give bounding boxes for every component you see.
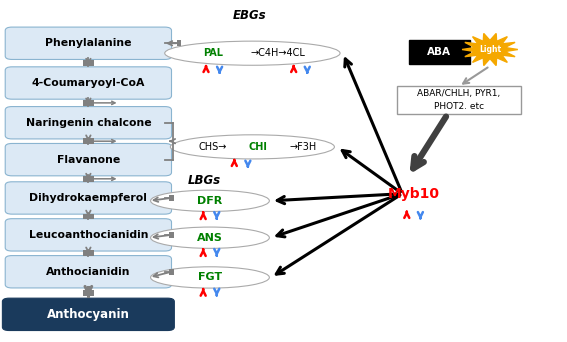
FancyBboxPatch shape	[169, 232, 174, 238]
Text: Leucoanthocianidin: Leucoanthocianidin	[28, 230, 148, 240]
Text: Phenylalanine: Phenylalanine	[45, 38, 132, 48]
FancyBboxPatch shape	[2, 298, 174, 330]
FancyBboxPatch shape	[5, 182, 171, 214]
FancyBboxPatch shape	[83, 176, 94, 182]
Text: Anthocyanin: Anthocyanin	[47, 308, 130, 321]
FancyBboxPatch shape	[397, 86, 521, 114]
FancyBboxPatch shape	[5, 143, 171, 176]
FancyBboxPatch shape	[5, 67, 171, 99]
Text: Dihydrokaempferol: Dihydrokaempferol	[29, 193, 147, 203]
Polygon shape	[462, 34, 518, 66]
Text: EBGs: EBGs	[232, 9, 266, 22]
FancyBboxPatch shape	[176, 40, 181, 47]
Text: Naringenin chalcone: Naringenin chalcone	[26, 118, 151, 128]
FancyBboxPatch shape	[5, 219, 171, 251]
Text: →C4H→4CL: →C4H→4CL	[251, 48, 305, 58]
FancyBboxPatch shape	[83, 139, 94, 144]
Text: CHI: CHI	[248, 142, 268, 152]
Text: 4-Coumaryoyl-CoA: 4-Coumaryoyl-CoA	[32, 78, 145, 88]
FancyBboxPatch shape	[83, 60, 94, 66]
Text: PAL: PAL	[203, 48, 223, 58]
Ellipse shape	[151, 227, 269, 248]
Text: ABAR/CHLH, PYR1,
PHOT2. etc: ABAR/CHLH, PYR1, PHOT2. etc	[417, 89, 501, 111]
FancyBboxPatch shape	[83, 250, 94, 256]
Ellipse shape	[170, 135, 335, 159]
FancyBboxPatch shape	[5, 255, 171, 288]
FancyBboxPatch shape	[408, 40, 469, 64]
Text: Anthocianidin: Anthocianidin	[46, 267, 130, 277]
Ellipse shape	[151, 267, 269, 288]
FancyBboxPatch shape	[83, 100, 94, 106]
FancyBboxPatch shape	[169, 195, 174, 201]
FancyBboxPatch shape	[83, 213, 94, 219]
FancyBboxPatch shape	[5, 27, 171, 60]
Text: Flavanone: Flavanone	[57, 155, 120, 165]
Text: ANS: ANS	[197, 233, 223, 243]
Text: CHS→: CHS→	[198, 142, 227, 152]
FancyBboxPatch shape	[83, 290, 94, 296]
FancyBboxPatch shape	[169, 269, 174, 275]
Text: Myb10: Myb10	[388, 187, 439, 201]
Ellipse shape	[165, 41, 340, 65]
Text: FGT: FGT	[198, 273, 222, 282]
Text: LBGs: LBGs	[188, 174, 221, 187]
Text: Light: Light	[479, 45, 501, 54]
Text: DFR: DFR	[197, 196, 223, 206]
Text: →F3H: →F3H	[290, 142, 317, 152]
FancyBboxPatch shape	[5, 107, 171, 139]
Text: ABA: ABA	[427, 47, 451, 57]
Ellipse shape	[151, 190, 269, 211]
